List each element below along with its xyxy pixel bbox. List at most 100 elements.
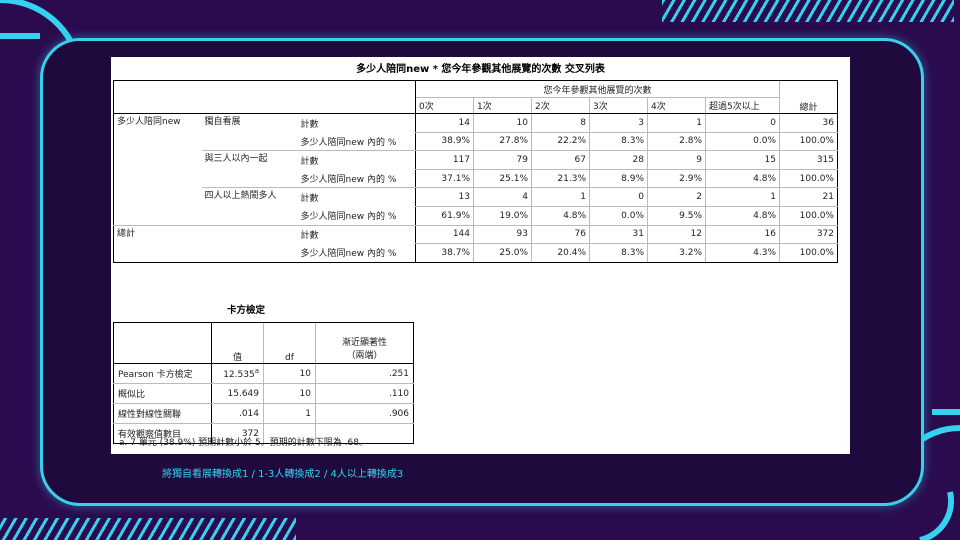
percent-cell: 25.1%	[473, 169, 532, 189]
row-stat-label: 計數	[300, 231, 319, 242]
chisq-row-label: 有效觀察值數目	[113, 423, 212, 444]
header-blank	[113, 80, 416, 114]
chisq-df-cell	[263, 423, 316, 444]
chisq-header-sig: 漸近顯著性 （兩端）	[315, 322, 414, 364]
count-cell: 1	[705, 187, 780, 207]
count-cell: 13	[415, 187, 474, 207]
header-col: 4次	[647, 97, 706, 114]
chisq-df-cell: 1	[263, 403, 316, 424]
percent-cell: 38.9%	[415, 132, 474, 152]
count-cell: 9	[647, 150, 706, 170]
row-stat-label: 計數	[300, 119, 319, 130]
count-cell: 21	[779, 187, 838, 207]
chisq-sig-cell: .906	[315, 403, 414, 424]
header-col: 3次	[589, 97, 648, 114]
chisq-title: 卡方檢定	[227, 305, 266, 316]
percent-cell: 0.0%	[705, 132, 780, 152]
percent-cell: 3.2%	[647, 243, 706, 263]
table-row: 多少人陪同new 獨自看展 計數 14 10 8 3 1 0 36	[113, 113, 838, 226]
chisq-df-cell: 10	[263, 383, 316, 404]
table-row: 概似比 15.649 10.110	[113, 383, 414, 404]
chisq-value-cell: 12.535a	[211, 363, 264, 384]
chisq-sig-cell	[315, 423, 414, 444]
row-stat-label: 計數	[300, 156, 319, 167]
count-cell: 1	[531, 187, 590, 207]
decorative-stripes-top-right	[662, 0, 954, 22]
count-cell: 117	[415, 150, 474, 170]
percent-cell: 9.5%	[647, 206, 706, 226]
row-variable-label: 多少人陪同new	[113, 113, 202, 226]
count-cell: 2	[647, 187, 706, 207]
percent-cell: 2.8%	[647, 132, 706, 152]
chisq-sig-cell: .110	[315, 383, 414, 404]
percent-cell: 4.8%	[705, 206, 780, 226]
percent-cell: 27.8%	[473, 132, 532, 152]
chisq-row-label: 線性對線性關聯	[113, 403, 212, 424]
count-cell: 4	[473, 187, 532, 207]
header-col-group: 您今年參觀其他展覽的次數	[415, 80, 780, 98]
row-stat-label: 多少人陪同new 內的 %	[297, 243, 416, 263]
row-group-label: 四人以上熱鬧多人	[201, 187, 298, 226]
percent-cell: 100.0%	[779, 132, 838, 152]
count-cell: 1	[647, 113, 706, 133]
row-stat-label: 計數	[300, 193, 319, 204]
percent-cell: 8.9%	[589, 169, 648, 189]
percent-cell: 4.3%	[705, 243, 780, 263]
row-group-label: 與三人以內一起	[201, 150, 298, 189]
chisq-value-cell: .014	[211, 403, 264, 424]
percent-cell: 8.3%	[589, 132, 648, 152]
percent-cell: 100.0%	[779, 243, 838, 263]
percent-cell: 8.3%	[589, 243, 648, 263]
percent-cell: 25.0%	[473, 243, 532, 263]
spss-output-sheet: 多少人陪同new * 您今年參觀其他展覽的次數 交叉列表 您今年參觀其他展覽的次…	[111, 57, 850, 454]
table-row: 與三人以內一起 計數 117 79 67 28 9 15 315	[114, 150, 838, 189]
count-cell: 0	[705, 113, 780, 133]
header-col: 0次	[415, 97, 474, 114]
percent-cell: 38.7%	[415, 243, 474, 263]
crosstab-table: 您今年參觀其他展覽的次數 總計 0次 1次 2次 3次 4次 超過5次以上 多少人陪同new 獨自…	[113, 80, 838, 263]
count-cell: 93	[473, 225, 532, 245]
count-cell: 76	[531, 225, 590, 245]
chisq-table: 值 df 漸近顯著性 （兩端） Pearson 卡方檢定 12.535a 10.251 概似比…	[113, 322, 414, 444]
header-col: 1次	[473, 97, 532, 114]
count-cell: 12	[647, 225, 706, 245]
count-cell: 31	[589, 225, 648, 245]
decorative-stripes-bottom-left	[0, 518, 296, 540]
row-stat-label: 多少人陪同new 內的 %	[297, 132, 416, 152]
header-col: 超過5次以上	[705, 97, 780, 114]
slide-caption: 將獨自看展轉換成1 / 1-3人轉換成2 / 4人以上轉換成3	[162, 469, 404, 480]
count-cell: 28	[589, 150, 648, 170]
row-stat-label: 多少人陪同new 內的 %	[297, 169, 416, 189]
percent-cell: 4.8%	[705, 169, 780, 189]
chisq-header-value: 值	[211, 322, 264, 364]
percent-cell: 2.9%	[647, 169, 706, 189]
count-cell: 10	[473, 113, 532, 133]
table-row: 四人以上熱鬧多人 計數 13 4 1 0 2 1 21	[114, 187, 838, 226]
chisq-df-cell: 10	[263, 363, 316, 384]
count-cell: 0	[589, 187, 648, 207]
row-stat-label: 多少人陪同new 內的 %	[297, 206, 416, 226]
chisq-row-label: 概似比	[113, 383, 212, 404]
count-cell: 372	[779, 225, 838, 245]
table-row: 多少人陪同new 內的 % 38.7% 25.0% 20.4% 8.3% 3.2% 4.3%…	[114, 243, 838, 263]
count-cell: 67	[531, 150, 590, 170]
table-row: 總計 計數 144 93 76 31 12 16 372	[113, 225, 838, 263]
percent-cell: 4.8%	[531, 206, 590, 226]
total-row-label: 總計	[113, 225, 298, 263]
header-total: 總計	[779, 80, 838, 114]
count-cell: 15	[705, 150, 780, 170]
chisq-value-cell: 372	[211, 423, 264, 444]
count-cell: 3	[589, 113, 648, 133]
percent-cell: 0.0%	[589, 206, 648, 226]
chisq-footnote: a. 7 單元 (38.9%) 預期計數小於 5。預期的計數下限為 .68。	[119, 438, 368, 448]
chisq-value-cell: 15.649	[211, 383, 264, 404]
percent-cell: 61.9%	[415, 206, 474, 226]
percent-cell: 100.0%	[779, 206, 838, 226]
count-cell: 36	[779, 113, 838, 133]
percent-cell: 21.3%	[531, 169, 590, 189]
row-group-label: 獨自看展	[201, 113, 298, 152]
percent-cell: 37.1%	[415, 169, 474, 189]
table-row: Pearson 卡方檢定 12.535a 10.251	[113, 363, 414, 384]
count-cell: 16	[705, 225, 780, 245]
count-cell: 144	[415, 225, 474, 245]
